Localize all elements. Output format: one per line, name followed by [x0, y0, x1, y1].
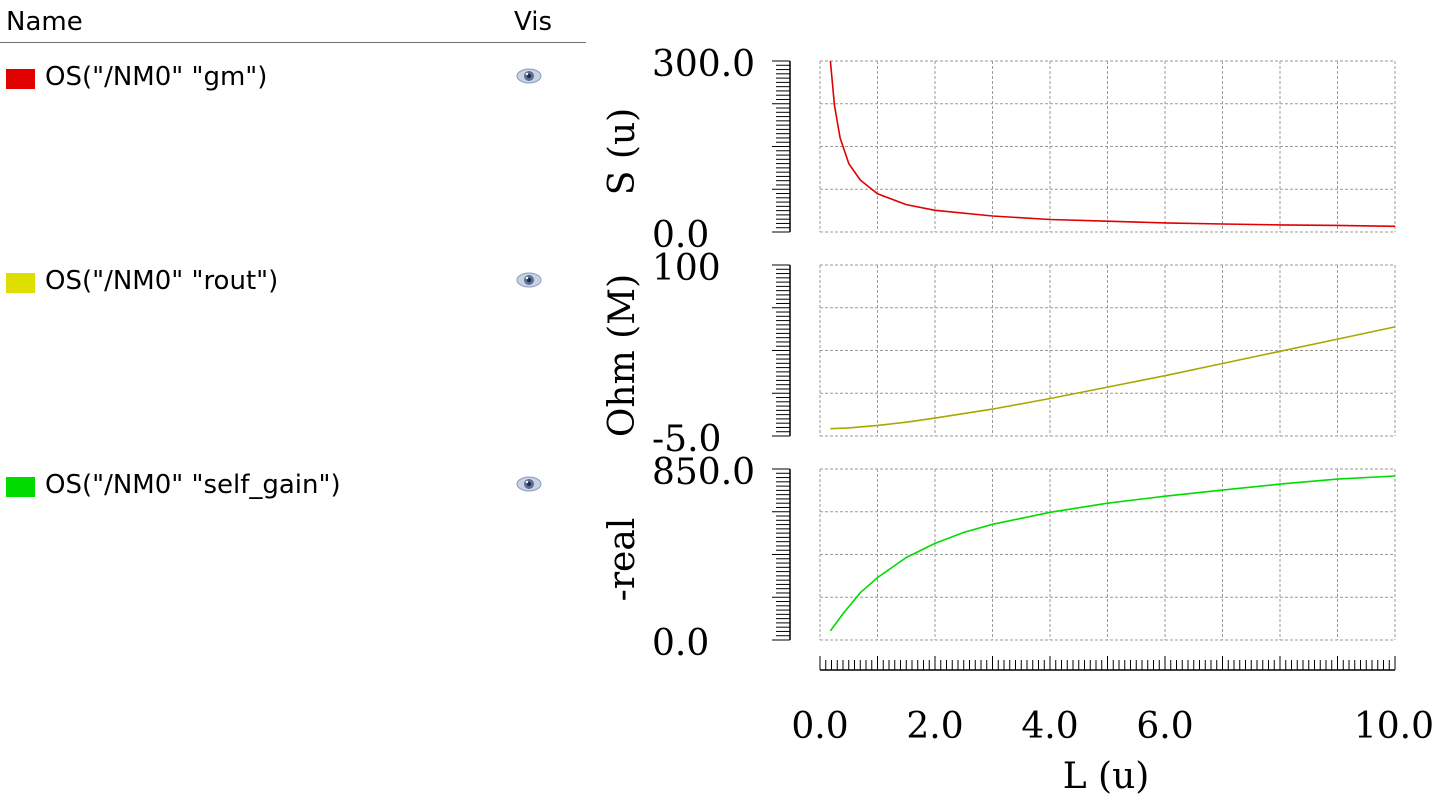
color-swatch-self-gain — [6, 477, 35, 497]
color-swatch-gm — [6, 69, 35, 89]
legend-panel: Name Vis OS("/NM0" "gm") OS("/NM0" "rout… — [0, 0, 586, 810]
column-header-name[interactable]: Name — [6, 7, 83, 37]
legend-label-self-gain: OS("/NM0" "self_gain") — [45, 470, 341, 500]
y-axis-label: -real — [602, 518, 643, 602]
y-tick-label: 300.0 — [652, 44, 755, 85]
x-tick-label: 10.0 — [1354, 706, 1434, 747]
eye-icon[interactable] — [515, 66, 543, 86]
legend-row-self-gain[interactable]: OS("/NM0" "self_gain") — [0, 469, 586, 505]
legend-row-rout[interactable]: OS("/NM0" "rout") — [0, 265, 586, 301]
x-axis: 0.0 2.0 4.0 6.0 10.0 L (u) — [791, 656, 1434, 797]
x-tick-label: 2.0 — [906, 706, 963, 747]
legend-header: Name Vis — [0, 0, 586, 43]
x-tick-label: 6.0 — [1136, 706, 1193, 747]
y-tick-label: 850.0 — [652, 452, 755, 493]
y-tick-label: 100 — [652, 248, 721, 289]
subplot-1: 300.0 0.0S (u) — [602, 44, 1396, 256]
series-line — [829, 60, 1396, 228]
eye-icon[interactable] — [515, 474, 543, 494]
legend-row-gm[interactable]: OS("/NM0" "gm") — [0, 61, 586, 97]
y-tick-label: 0.0 — [652, 215, 709, 256]
subplot-3: 850.0 0.0-real — [602, 452, 1396, 664]
series-line — [829, 475, 1396, 632]
x-axis-label: L (u) — [1063, 756, 1150, 797]
series-line — [830, 326, 1396, 430]
legend-label-rout: OS("/NM0" "rout") — [45, 266, 279, 296]
y-tick-label: -5.0 — [652, 419, 721, 460]
y-tick-label: 0.0 — [652, 623, 709, 664]
y-axis-label: Ohm (M) — [602, 274, 643, 437]
x-tick-label: 4.0 — [1021, 706, 1078, 747]
color-swatch-rout — [6, 273, 35, 293]
column-header-vis[interactable]: Vis — [514, 7, 552, 37]
x-tick-label: 0.0 — [791, 706, 848, 747]
legend-label-gm: OS("/NM0" "gm") — [45, 62, 268, 92]
eye-icon[interactable] — [515, 270, 543, 290]
y-axis-label: S (u) — [602, 108, 643, 195]
